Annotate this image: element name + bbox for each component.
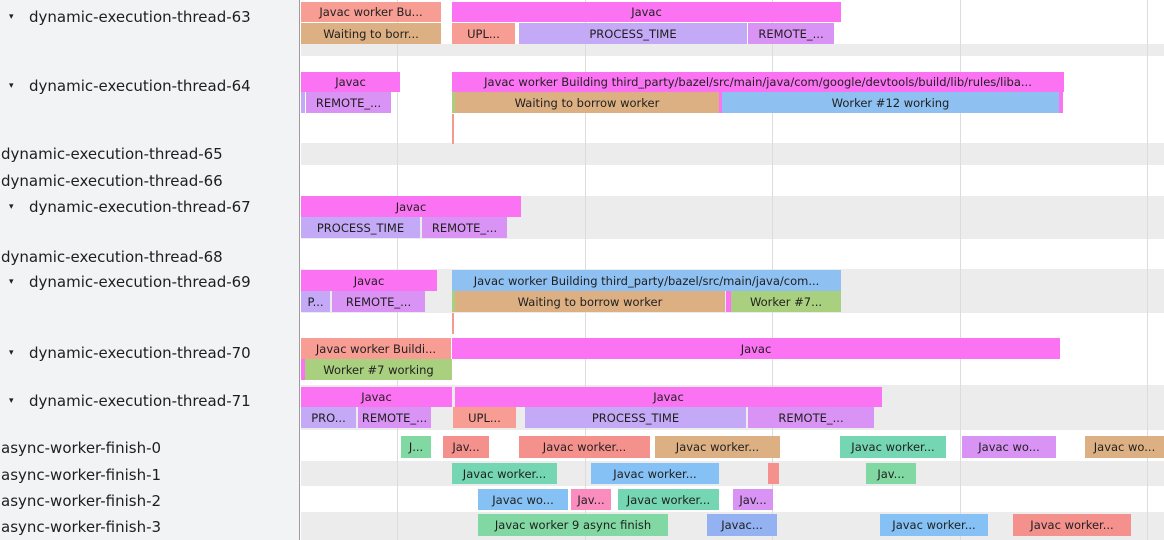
expand-triangle-icon[interactable]: ▾: [9, 396, 14, 406]
trace-event-bar[interactable]: Javac: [301, 72, 400, 92]
thread-row-async-worker-finish-0[interactable]: async-worker-finish-0: [0, 438, 300, 458]
thread-row-dynamic-execution-thread-71[interactable]: ▾ dynamic-execution-thread-71: [0, 391, 300, 411]
time-gridline: [960, 0, 961, 540]
trace-event-bar[interactable]: Javac: [301, 270, 437, 291]
trace-event-bar[interactable]: Worker #7...: [731, 291, 841, 312]
trace-event-bar[interactable]: Javac worker...: [591, 463, 719, 484]
trace-event-bar[interactable]: J...: [401, 436, 431, 458]
trace-event-bar[interactable]: Javac: [452, 2, 841, 22]
trace-event-bar[interactable]: [726, 291, 731, 312]
thread-name-label: dynamic-execution-thread-64: [29, 77, 251, 95]
thread-row-async-worker-finish-2[interactable]: async-worker-finish-2: [0, 491, 300, 511]
thread-row-dynamic-execution-thread-67[interactable]: ▾ dynamic-execution-thread-67: [0, 197, 300, 217]
trace-event-bar[interactable]: Javac worker Building third_party/bazel/…: [452, 270, 841, 291]
instant-event-tick[interactable]: [452, 313, 454, 334]
trace-event-bar[interactable]: PRO...: [301, 407, 356, 428]
thread-list-panel: ▾ dynamic-execution-thread-63 ▾ dynamic-exe…: [0, 0, 300, 540]
row-background-band: [301, 461, 1164, 486]
thread-name-label: async-worker-finish-0: [1, 439, 162, 457]
trace-event-bar[interactable]: Waiting to borrow worker: [455, 92, 719, 113]
trace-event-bar[interactable]: [452, 291, 455, 312]
thread-name-label: dynamic-execution-thread-67: [29, 198, 251, 216]
trace-event-bar[interactable]: REMOTE_...: [748, 407, 874, 428]
thread-name-label: async-worker-finish-3: [1, 518, 162, 536]
trace-event-bar[interactable]: Javac: [452, 338, 1060, 359]
trace-event-bar[interactable]: Worker #12 working: [722, 92, 1059, 113]
trace-event-bar[interactable]: Javac...: [707, 514, 777, 536]
thread-row-async-worker-finish-1[interactable]: async-worker-finish-1: [0, 465, 300, 485]
thread-name-label: async-worker-finish-1: [1, 466, 162, 484]
trace-event-bar[interactable]: PROCESS_TIME: [525, 407, 746, 428]
trace-event-bar[interactable]: Javac: [455, 387, 882, 407]
trace-event-bar[interactable]: [452, 92, 455, 113]
time-gridline: [1147, 0, 1148, 540]
trace-event-bar[interactable]: REMOTE_...: [748, 23, 834, 44]
trace-event-bar[interactable]: Waiting to borrow worker: [455, 291, 725, 312]
trace-event-bar[interactable]: Javac worker...: [655, 436, 780, 458]
trace-event-bar[interactable]: Javac: [301, 196, 521, 217]
trace-event-bar[interactable]: REMOTE_...: [332, 291, 425, 312]
trace-event-bar[interactable]: Javac worker Buildi...: [301, 338, 451, 359]
trace-event-bar[interactable]: Jav...: [866, 463, 916, 484]
trace-event-bar[interactable]: Javac worker...: [452, 463, 557, 484]
trace-event-bar[interactable]: REMOTE_...: [306, 92, 391, 113]
thread-row-dynamic-execution-thread-63[interactable]: ▾ dynamic-execution-thread-63: [0, 7, 300, 27]
trace-event-bar[interactable]: PROCESS_TIME: [301, 217, 420, 238]
trace-event-bar[interactable]: Javac worker...: [1013, 514, 1131, 536]
trace-event-bar[interactable]: Javac: [301, 387, 452, 407]
trace-event-bar[interactable]: [719, 92, 722, 113]
trace-event-bar[interactable]: Jav...: [571, 489, 611, 510]
trace-event-bar[interactable]: Waiting to borr...: [301, 23, 441, 44]
thread-name-label: dynamic-execution-thread-68: [1, 248, 223, 266]
thread-row-dynamic-execution-thread-66[interactable]: dynamic-execution-thread-66: [0, 171, 300, 191]
trace-event-bar[interactable]: Javac worker...: [519, 436, 650, 458]
thread-row-dynamic-execution-thread-68[interactable]: dynamic-execution-thread-68: [0, 247, 300, 267]
expand-triangle-icon[interactable]: ▾: [9, 277, 14, 287]
trace-event-bar[interactable]: Javac worker...: [618, 489, 719, 510]
thread-name-label: dynamic-execution-thread-66: [1, 172, 223, 190]
trace-event-bar[interactable]: Jav...: [733, 489, 773, 510]
trace-event-bar[interactable]: P...: [301, 291, 330, 312]
expand-triangle-icon[interactable]: ▾: [9, 12, 14, 22]
trace-event-bar[interactable]: Javac worker Bu...: [301, 2, 441, 22]
trace-event-bar[interactable]: Javac worker...: [840, 436, 946, 458]
trace-event-bar[interactable]: Javac wo...: [478, 489, 568, 510]
trace-event-bar[interactable]: UPL...: [453, 407, 516, 428]
trace-event-bar[interactable]: [768, 463, 779, 484]
thread-name-label: dynamic-execution-thread-71: [29, 392, 251, 410]
trace-event-bar[interactable]: Worker #7 working: [305, 359, 452, 380]
thread-row-dynamic-execution-thread-70[interactable]: ▾ dynamic-execution-thread-70: [0, 343, 300, 363]
trace-event-bar[interactable]: PROCESS_TIME: [519, 23, 747, 44]
trace-event-bar[interactable]: Javac worker 9 async finish: [478, 514, 668, 536]
expand-triangle-icon[interactable]: ▾: [9, 348, 14, 358]
trace-event-bar[interactable]: REMOTE_...: [422, 217, 507, 238]
thread-row-dynamic-execution-thread-64[interactable]: ▾ dynamic-execution-thread-64: [0, 76, 300, 96]
trace-event-bar[interactable]: Javac worker...: [880, 514, 988, 536]
trace-event-bar[interactable]: UPL...: [452, 23, 515, 44]
expand-triangle-icon[interactable]: ▾: [9, 81, 14, 91]
thread-name-label: dynamic-execution-thread-63: [29, 8, 251, 26]
trace-event-bar[interactable]: Javac wo...: [962, 436, 1056, 458]
thread-name-label: dynamic-execution-thread-70: [29, 344, 251, 362]
trace-event-bar[interactable]: [301, 359, 305, 380]
trace-event-bar[interactable]: Javac worker Building third_party/bazel/…: [452, 72, 1064, 92]
thread-row-dynamic-execution-thread-69[interactable]: ▾ dynamic-execution-thread-69: [0, 272, 300, 292]
expand-triangle-icon[interactable]: ▾: [9, 202, 14, 212]
trace-event-bar[interactable]: REMOTE_...: [358, 407, 431, 428]
trace-event-bar[interactable]: Javac wo...: [1085, 436, 1164, 458]
thread-name-label: async-worker-finish-2: [1, 492, 162, 510]
thread-row-dynamic-execution-thread-65[interactable]: dynamic-execution-thread-65: [0, 144, 300, 164]
trace-event-bar[interactable]: Jav...: [443, 436, 489, 458]
thread-name-label: dynamic-execution-thread-69: [29, 273, 251, 291]
row-background-band: [301, 44, 1164, 56]
instant-event-tick[interactable]: [452, 114, 454, 144]
thread-row-async-worker-finish-3[interactable]: async-worker-finish-3: [0, 517, 300, 537]
trace-event-bar[interactable]: [301, 92, 305, 113]
trace-event-bar[interactable]: [1059, 92, 1063, 113]
thread-name-label: dynamic-execution-thread-65: [1, 145, 223, 163]
row-background-band: [301, 143, 1164, 165]
